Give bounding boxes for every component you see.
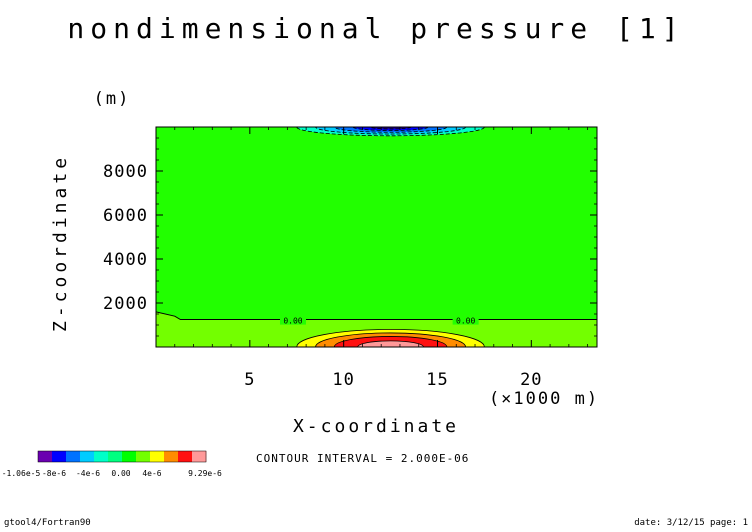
colorbar-swatch <box>80 451 95 462</box>
colorbar-swatch <box>122 451 137 462</box>
colorbar-label: -8e-6 <box>42 469 66 478</box>
colorbar-swatch <box>136 451 151 462</box>
zero-contour-line <box>156 311 597 320</box>
colorbar-swatch <box>66 451 81 462</box>
contour-interval-text: CONTOUR INTERVAL = 2.000E-06 <box>256 452 469 465</box>
y-tick-label: 2000 <box>103 294 148 314</box>
x-tick-label: 15 <box>426 370 448 390</box>
y-tick-label: 6000 <box>103 206 148 226</box>
plot-background <box>156 127 597 347</box>
colorbar-swatch <box>52 451 67 462</box>
colorbar-label: 0.00 <box>111 469 130 478</box>
colorbar-swatch <box>164 451 179 462</box>
colorbar-swatch <box>38 451 53 462</box>
colorbar-label: -1.06e-5 <box>2 469 41 478</box>
x-tick-label: 10 <box>332 370 354 390</box>
footer-right: date: 3/12/15 page: 1 <box>634 518 748 528</box>
plot-area: 0.00 0.00 5 10 15 20 2000 4000 6000 8000 <box>103 126 598 390</box>
y-axis-label: Z-coordinate <box>50 154 71 332</box>
colorbar: -1.06e-5 -8e-6 -4e-6 0.00 4e-6 9.29e-6 <box>2 450 222 478</box>
chart-title: nondimensional pressure [1] <box>67 12 684 45</box>
y-tick-label: 4000 <box>103 250 148 270</box>
x-tick-label: 20 <box>520 370 542 390</box>
colorbar-swatch <box>94 451 109 462</box>
x-tick-label: 5 <box>244 370 255 390</box>
colorbar-label: 4e-6 <box>142 469 161 478</box>
contour-label-bg-1 <box>452 316 479 325</box>
colorbar-swatch <box>178 451 193 462</box>
contour-label: 0.00 <box>456 317 475 326</box>
colorbar-swatch <box>150 451 165 462</box>
colorbar-label: 9.29e-6 <box>188 469 222 478</box>
x-units: (×1000 m) <box>489 389 599 409</box>
y-tick-label: 8000 <box>103 162 148 182</box>
contour-label-bg-0 <box>279 316 306 325</box>
contour-label: 0.00 <box>283 317 302 326</box>
colorbar-swatch <box>108 451 123 462</box>
footer-left: gtool4/Fortran90 <box>4 518 91 528</box>
colorbar-label: -4e-6 <box>76 469 100 478</box>
colorbar-frame <box>37 450 207 463</box>
x-axis-label: X-coordinate <box>293 416 459 437</box>
y-units: (m) <box>94 89 131 109</box>
colorbar-swatch <box>192 451 207 462</box>
